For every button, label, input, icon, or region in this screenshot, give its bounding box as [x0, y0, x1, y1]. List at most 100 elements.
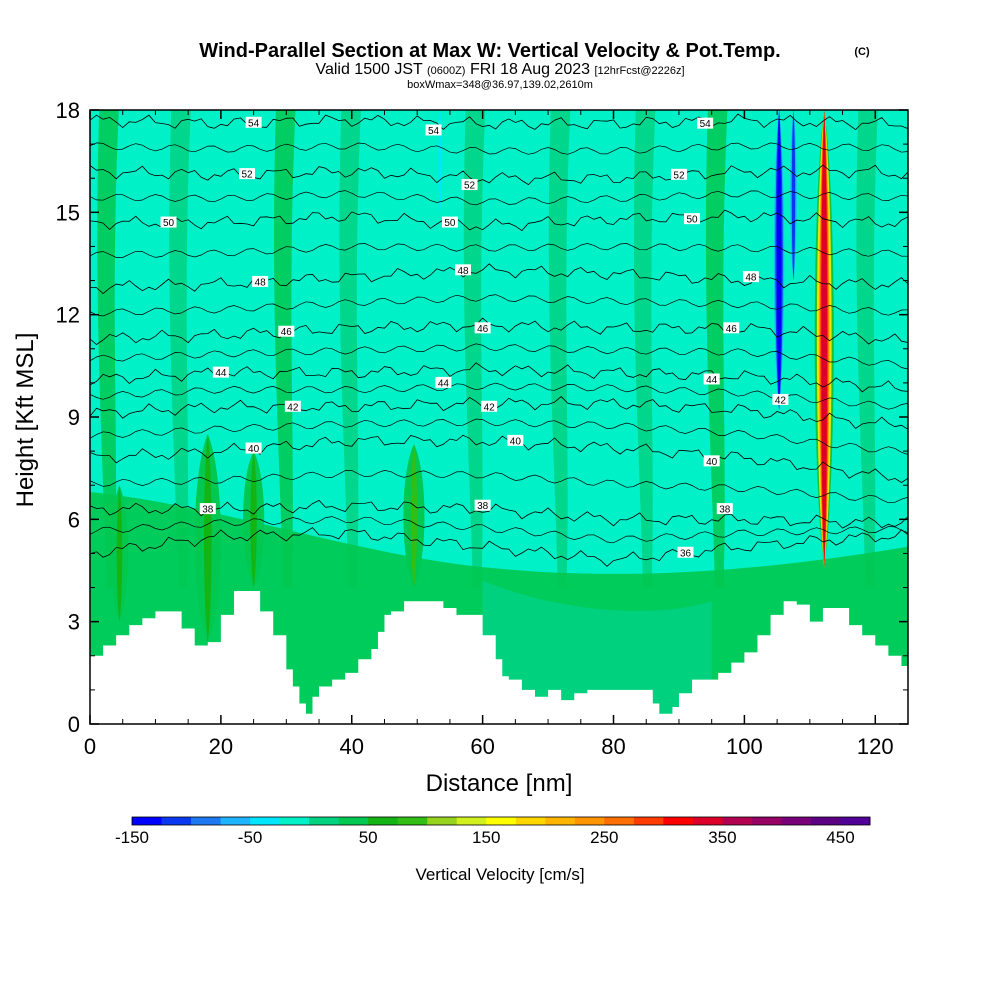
colorbar-swatch [397, 817, 428, 825]
isentrope-label: 52 [239, 168, 256, 181]
subtitle-valid: Valid 1500 JST [315, 61, 423, 78]
isentrope-label-text: 42 [775, 395, 787, 406]
x-tick-label: 100 [726, 734, 763, 759]
field-streak [705, 110, 728, 588]
isentrope-label-bg [425, 124, 442, 136]
field-streak [633, 110, 656, 588]
isentrope-label-text: 48 [745, 273, 757, 284]
colorbar-label: Vertical Velocity [cm/s] [415, 865, 584, 884]
colorbar-swatch [456, 817, 487, 825]
isentrope-minor [90, 243, 908, 258]
isentrope-label: 44 [435, 376, 452, 389]
colorbar-tick-label: 450 [826, 828, 854, 847]
isentrope-38 [90, 499, 908, 529]
field-streak [339, 110, 361, 588]
colorbar-tick-label: -50 [238, 828, 263, 847]
isentrope-label: 52 [461, 179, 478, 192]
colorbar-tick-label: -150 [115, 828, 149, 847]
isentrope-label: 54 [697, 117, 714, 130]
isentrope-42 [90, 396, 908, 430]
updraft-core [203, 434, 212, 643]
isentrope-label: 52 [670, 168, 687, 181]
field-streak [274, 110, 296, 588]
colorbar-swatch [692, 817, 723, 825]
chart-title-mark: (C) [854, 46, 870, 58]
y-tick-label: 6 [68, 507, 80, 532]
colorbar-swatch [633, 817, 664, 825]
isentrope-label-bg [507, 434, 524, 446]
colorbar-swatch [132, 817, 163, 825]
subtitle-zulu: (0600Z) [427, 65, 466, 77]
isentrope-label-bg [684, 213, 701, 225]
isentrope-label-text: 48 [457, 266, 469, 277]
isentrope-label-text: 52 [464, 181, 476, 192]
colorbar-swatch [810, 817, 841, 825]
colorbar-swatch [279, 817, 310, 825]
isentrope-label: 42 [481, 400, 498, 413]
updraft-core [116, 485, 123, 622]
colorbar-tick-label: 50 [359, 828, 378, 847]
isentrope-label-text: 48 [255, 277, 267, 288]
isentrope-label-text: 50 [444, 218, 456, 229]
y-tick-label: 0 [68, 712, 80, 737]
isentrope-label-bg [481, 400, 498, 412]
colorbar-swatch [751, 817, 782, 825]
colorbar-frame [131, 816, 871, 826]
isentrope-label-text: 44 [215, 368, 227, 379]
isentrope-label-text: 50 [686, 215, 698, 226]
isentrope-label-text: 46 [726, 324, 738, 335]
isentrope-minor [90, 382, 908, 410]
isentrope-label: 44 [703, 373, 720, 386]
colorbar-tick-label: 150 [472, 828, 500, 847]
isentrope-label-text: 46 [281, 327, 293, 338]
isentrope-label: 50 [684, 213, 701, 226]
isentrope-label-text: 42 [287, 402, 299, 413]
isentrope-minor [90, 343, 908, 370]
isentrope-52 [90, 164, 908, 186]
isentrope-label: 44 [212, 366, 229, 379]
x-tick-label: 40 [340, 734, 364, 759]
colorbar-swatch [663, 817, 694, 825]
isentrope-label: 48 [252, 275, 269, 288]
isentrope-label-bg [461, 179, 478, 191]
isentrope-label-text: 36 [680, 548, 692, 559]
colorbar-swatch [191, 817, 222, 825]
isentrope-label-bg [239, 168, 256, 180]
terrain-fill [90, 590, 908, 724]
x-axis-label: Distance [nm] [426, 770, 573, 797]
colorbar-swatch [338, 817, 369, 825]
isentrope-minor [90, 294, 908, 317]
isentrope-54 [90, 113, 908, 131]
field-streak [856, 110, 878, 588]
downdraft-core [791, 110, 796, 281]
isentrope-label-text: 52 [673, 170, 685, 181]
isentrope-label-text: 44 [438, 378, 450, 389]
isentrope-label-text: 38 [202, 505, 214, 516]
isentrope-label: 38 [474, 499, 491, 512]
isentrope-label: 46 [474, 322, 491, 335]
terrain [90, 590, 908, 724]
downdraft-core [438, 110, 442, 213]
colorbar-swatch [722, 817, 753, 825]
isentrope-label-bg [703, 373, 720, 385]
isentrope-label-bg [278, 325, 295, 337]
isentrope-36 [90, 527, 908, 567]
isentrope-label: 38 [199, 503, 216, 516]
updraft-core [250, 451, 257, 588]
downdraft-core [776, 110, 782, 411]
colorbar-swatch [161, 817, 192, 825]
velocity-field [90, 110, 908, 724]
isentrope-label-text: 44 [706, 375, 718, 386]
isentrope-labels: 54 52 50 48 46 44 42 40 38 36 54 54 52 52 50 50 48 48 46 46… [160, 116, 789, 559]
isentrope-label-bg [212, 366, 229, 378]
isentrope-lines [90, 113, 908, 567]
isentrope-label: 40 [245, 442, 262, 455]
isentrope-label-bg [435, 376, 452, 388]
chart-title: Wind-Parallel Section at Max W: Vertical… [199, 40, 780, 62]
colorbar-swatch [604, 817, 635, 825]
isentrope-label: 40 [507, 434, 524, 447]
low-level-field [482, 580, 712, 724]
isentrope-label-bg [252, 275, 269, 287]
isentrope-label-text: 54 [428, 126, 440, 137]
colorbar-tick-label: 250 [590, 828, 618, 847]
